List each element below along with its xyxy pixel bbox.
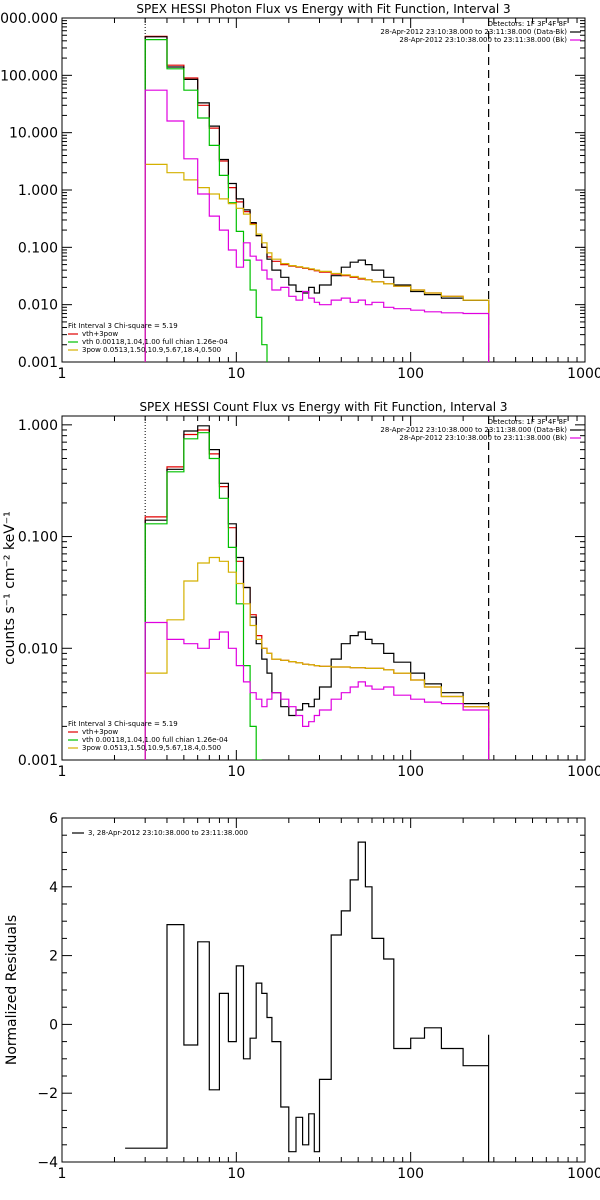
y-tick-label: 2 (49, 949, 58, 965)
legend-entry: 28-Apr-2012 23:10:38.000 to 23:11:38.000… (399, 36, 567, 44)
legend-entry: 3, 28-Apr-2012 23:10:38.000 to 23:11:38.… (88, 829, 248, 837)
legend-entry: 28-Apr-2012 23:10:38.000 to 23:11:38.000… (380, 28, 567, 36)
x-tick-label: 10 (227, 764, 245, 780)
legend-entry: vth 0.00118,1.04,1.00 full chian 1.26e-0… (82, 338, 228, 346)
series-line-3pow (144, 163, 490, 362)
legend-entry: Fit Interval 3 Chi-square = 5.19 (68, 720, 178, 728)
chart-title: SPEX HESSI Count Flux vs Energy with Fit… (139, 400, 507, 414)
y-tick-label: 10.000 (9, 126, 58, 142)
y-tick-label: 100.000 (0, 68, 58, 84)
y-tick-label: 1.000 (18, 418, 58, 434)
legend-entry: 28-Apr-2012 23:10:38.000 to 23:11:38.000… (399, 434, 567, 442)
chart-panel-3: 1 10 100 1000 −4 −2 0 2 4 6 Normalized Residuals 3,… (4, 811, 600, 1182)
series-group (125, 841, 490, 1162)
y-tick-label: 4 (49, 880, 58, 896)
x-tick-label: 100 (397, 366, 424, 382)
y-tick-label: 0.001 (18, 753, 58, 769)
x-tick-label: 1 (58, 764, 67, 780)
x-tick-label: 1 (58, 1166, 67, 1182)
series-line-data-bk (144, 36, 490, 362)
y-tick-label: 0.010 (18, 298, 58, 314)
y-tick-label: −4 (37, 1155, 58, 1171)
x-tick-label: 1000 (567, 366, 600, 382)
y-tick-label: 6 (49, 811, 58, 827)
x-tick-label: 100 (397, 1166, 424, 1182)
legend-entry: Fit Interval 3 Chi-square = 5.19 (68, 322, 178, 330)
legend-entry: vth+3pow (82, 330, 118, 338)
series-line-bk (144, 621, 490, 760)
series-group (144, 425, 490, 760)
x-tick-label: 100 (397, 764, 424, 780)
x-tick-label: 1 (58, 366, 67, 382)
plot-frame (61, 17, 586, 363)
series-line-3-28-apr-2012-23-10-38-000-to-23-11-38-000 (125, 841, 490, 1162)
legend-entry: vth+3pow (82, 728, 118, 736)
series-line-vth (144, 432, 262, 760)
legend-entry: 3pow 0.0513,1.50,10.9,5.67,18.4,0.500 (82, 346, 221, 354)
series-line-vth-3pow (144, 35, 490, 362)
plot-frame (61, 817, 586, 1163)
plot-frame (61, 415, 586, 761)
y-tick-label: 0.100 (18, 530, 58, 546)
series-line-bk (144, 89, 490, 362)
series-group (144, 35, 490, 362)
y-tick-label: 0.001 (18, 355, 58, 371)
series-line-vth-3pow (144, 429, 490, 760)
y-tick-label: −2 (37, 1086, 58, 1102)
series-line-data-bk (144, 425, 490, 760)
x-tick-label: 10 (227, 366, 245, 382)
y-tick-label: 1.000 (18, 183, 58, 199)
chart-panel-1: SPEX HESSI Photon Flux vs Energy with Fi… (0, 2, 600, 382)
y-tick-label: 0 (49, 1017, 58, 1033)
legend-entry: 28-Apr-2012 23:10:38.000 to 23:11:38.000… (380, 426, 567, 434)
x-tick-label: 10 (227, 1166, 245, 1182)
legend-entry: 3pow 0.0513,1.50,10.9,5.67,18.4,0.500 (82, 744, 221, 752)
series-line-3pow (144, 556, 490, 760)
legend-entry: Detectors: 1F 3F 4F 8F (488, 20, 567, 28)
x-tick-label: 1000 (567, 1166, 600, 1182)
chart-panel-2: SPEX HESSI Count Flux vs Energy with Fit… (2, 400, 600, 780)
legend-entry: Detectors: 1F 3F 4F 8F (488, 418, 567, 426)
y-axis-label: Normalized Residuals (4, 915, 20, 1065)
y-axis-label: counts s⁻¹ cm⁻² keV⁻¹ (2, 511, 18, 665)
chart-title: SPEX HESSI Photon Flux vs Energy with Fi… (136, 2, 510, 16)
series-line-vth (144, 39, 268, 362)
legend-entry: vth 0.00118,1.04,1.00 full chian 1.26e-0… (82, 736, 228, 744)
x-tick-label: 1000 (567, 764, 600, 780)
y-tick-label: 0.100 (18, 240, 58, 256)
y-tick-label: 0.010 (18, 641, 58, 657)
y-tick-label: 1000.000 (0, 11, 58, 27)
